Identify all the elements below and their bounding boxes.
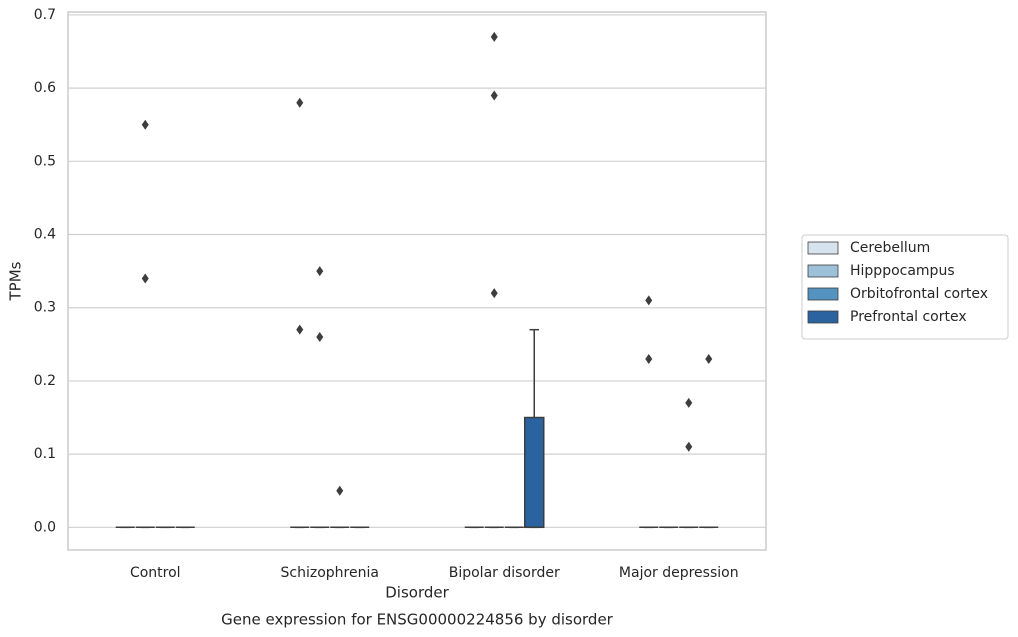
y-tick-label: 0.0 (34, 519, 56, 535)
legend-swatch (807, 287, 839, 301)
plot-frame (67, 11, 767, 551)
outlier (645, 353, 653, 364)
legend-swatch (807, 310, 839, 324)
x-tick-label: Control (130, 565, 181, 581)
chart-title: Gene expression for ENSG00000224856 by d… (221, 611, 614, 629)
legend-label: Prefrontal cortex (850, 309, 967, 325)
y-tick-label: 0.2 (34, 373, 56, 389)
legend-frame (801, 234, 1009, 340)
y-tick-label: 0.5 (34, 153, 56, 169)
y-tick-label: 0.1 (34, 446, 56, 462)
legend-label: Cerebellum (850, 240, 930, 256)
outlier (685, 397, 693, 408)
outlier (685, 441, 693, 452)
x-tick-label: Bipolar disorder (449, 565, 560, 581)
y-tick-label: 0.6 (34, 80, 56, 96)
x-tick-label: Schizophrenia (281, 565, 379, 581)
y-tick-label: 0.7 (34, 7, 56, 23)
outlier (316, 331, 324, 342)
outlier (316, 266, 324, 277)
outlier (296, 324, 304, 335)
outlier (141, 273, 149, 284)
legend-label: Hipppocampus (850, 263, 955, 279)
y-axis-label: TPMs (7, 261, 25, 301)
outlier (336, 485, 344, 496)
legend-swatch (807, 241, 839, 255)
y-tick-label: 0.4 (34, 227, 56, 243)
box (524, 416, 545, 529)
outlier (705, 353, 713, 364)
outlier (141, 119, 149, 130)
legend-swatch (807, 264, 839, 278)
outlier (490, 90, 498, 101)
outlier (490, 31, 498, 42)
x-tick-label: Major depression (619, 565, 739, 581)
outlier (645, 295, 653, 306)
legend-label: Orbitofrontal cortex (850, 286, 988, 302)
y-tick-label: 0.3 (34, 300, 56, 316)
x-axis-label: Disorder (385, 584, 449, 602)
outlier (296, 97, 304, 108)
outlier (490, 288, 498, 299)
